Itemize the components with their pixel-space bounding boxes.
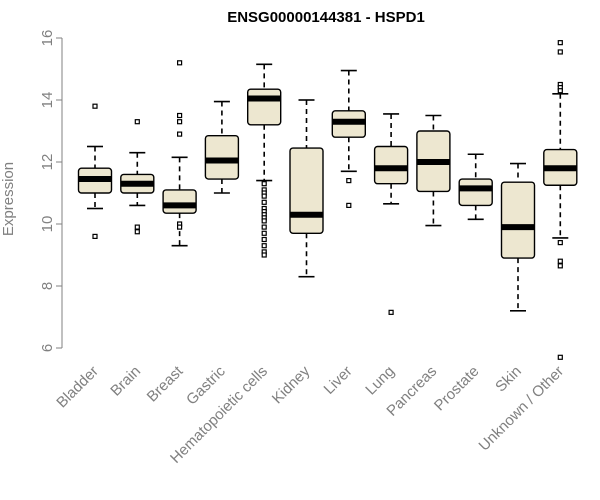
outlier-point (557, 240, 563, 246)
x-tick-label: Prostate (431, 363, 483, 415)
y-tick-label: 8 (39, 282, 56, 290)
y-axis: 6 8 10 12 14 16 (39, 30, 63, 352)
box-body (289, 147, 324, 235)
boxes-group (77, 40, 578, 360)
box-lung (373, 113, 409, 315)
outlier-point (261, 218, 267, 224)
outlier-point (557, 88, 563, 94)
outlier-point (134, 229, 140, 235)
box-brain (120, 119, 155, 235)
box-gastric (204, 100, 240, 194)
y-tick-label: 6 (39, 344, 56, 352)
box-skin (500, 162, 536, 312)
box-kidney (289, 99, 324, 278)
box-pancreas (416, 114, 451, 227)
x-tick-label: Brain (107, 363, 144, 400)
outlier-point (261, 243, 267, 249)
outlier-point (346, 202, 352, 208)
y-tick-label: 16 (39, 30, 56, 47)
x-tick-label: Lung (362, 363, 398, 399)
x-tick-label: Breast (144, 362, 187, 405)
outlier-point (261, 199, 267, 205)
outlier-point (177, 224, 183, 230)
box-prostate (458, 153, 493, 221)
outlier-point (261, 230, 267, 236)
box-breast (162, 60, 197, 247)
outlier-point (92, 233, 98, 239)
outlier-point (557, 263, 563, 269)
outlier-point (261, 181, 267, 187)
box-body (246, 88, 282, 126)
outlier-point (177, 119, 183, 125)
outlier-point (557, 40, 563, 46)
outlier-point (261, 252, 267, 258)
y-tick-label: 14 (39, 92, 56, 109)
outlier-point (134, 119, 140, 125)
x-tick-label: Skin (492, 363, 525, 396)
outlier-point (557, 258, 563, 264)
outlier-point (92, 103, 98, 109)
outlier-point (134, 224, 140, 230)
outlier-point (557, 49, 563, 55)
chart-title: ENSG00000144381 - HSPD1 (227, 9, 425, 26)
outlier-point (177, 112, 183, 119)
outlier-point (177, 131, 183, 137)
box-bladder (77, 103, 113, 239)
box-body (373, 145, 409, 185)
outlier-point (346, 178, 352, 184)
outlier-point (261, 224, 267, 230)
box-hematopoietic-cells (246, 63, 282, 258)
box-body (204, 134, 240, 180)
x-tick-label: Bladder (53, 363, 102, 412)
outlier-point (261, 193, 267, 199)
box-body (162, 189, 197, 214)
outlier-point (177, 60, 183, 66)
x-tick-label: Kidney (269, 362, 314, 407)
box-unknown-other (543, 40, 578, 360)
outlier-point (261, 236, 267, 243)
box-liver (331, 69, 366, 208)
y-axis-label: Expression (0, 162, 17, 236)
box-body (500, 181, 536, 259)
outlier-point (557, 354, 563, 360)
y-tick-label: 12 (39, 154, 56, 171)
x-tick-label: Liver (321, 363, 356, 398)
box-body (458, 178, 493, 207)
outlier-point (388, 309, 394, 315)
y-tick-label: 10 (39, 216, 56, 233)
